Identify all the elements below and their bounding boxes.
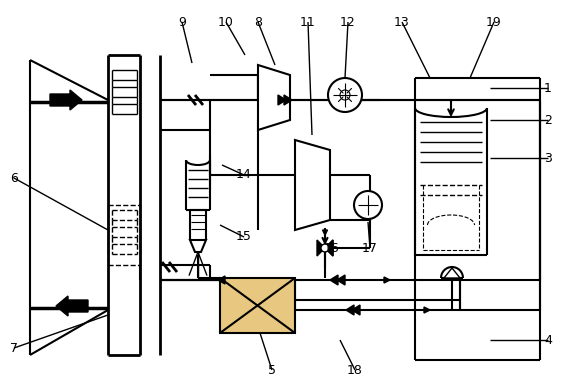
Circle shape xyxy=(354,191,382,219)
Polygon shape xyxy=(284,95,292,105)
Polygon shape xyxy=(317,240,325,256)
Text: 9: 9 xyxy=(178,16,186,28)
Text: 11: 11 xyxy=(300,16,316,28)
Polygon shape xyxy=(325,240,333,256)
Polygon shape xyxy=(444,268,460,278)
Polygon shape xyxy=(323,230,328,235)
Text: 12: 12 xyxy=(340,16,356,28)
Text: 8: 8 xyxy=(254,16,262,28)
Polygon shape xyxy=(424,307,430,313)
Polygon shape xyxy=(218,276,225,284)
Polygon shape xyxy=(56,296,88,316)
Text: 15: 15 xyxy=(236,230,252,244)
Circle shape xyxy=(328,78,362,112)
Text: 18: 18 xyxy=(347,364,363,376)
Polygon shape xyxy=(295,140,330,230)
Polygon shape xyxy=(278,95,286,105)
Polygon shape xyxy=(352,305,360,315)
Text: 17: 17 xyxy=(362,241,378,255)
Text: 19: 19 xyxy=(486,16,502,28)
Text: 1: 1 xyxy=(544,81,552,95)
Text: 2: 2 xyxy=(544,114,552,126)
Polygon shape xyxy=(346,305,354,315)
Polygon shape xyxy=(330,275,338,285)
Bar xyxy=(220,278,295,333)
Text: 13: 13 xyxy=(394,16,410,28)
Text: 4: 4 xyxy=(544,334,552,346)
Text: 6: 6 xyxy=(10,171,18,185)
Text: 5: 5 xyxy=(268,364,276,376)
Polygon shape xyxy=(190,240,206,252)
Polygon shape xyxy=(325,240,333,256)
Text: 10: 10 xyxy=(218,16,234,28)
Text: 16: 16 xyxy=(324,241,340,255)
Text: 3: 3 xyxy=(544,151,552,165)
Text: 7: 7 xyxy=(10,341,18,355)
Polygon shape xyxy=(337,275,345,285)
Polygon shape xyxy=(258,65,290,130)
Polygon shape xyxy=(50,90,82,110)
Polygon shape xyxy=(384,277,390,283)
Circle shape xyxy=(321,244,329,252)
Text: 14: 14 xyxy=(236,168,252,182)
